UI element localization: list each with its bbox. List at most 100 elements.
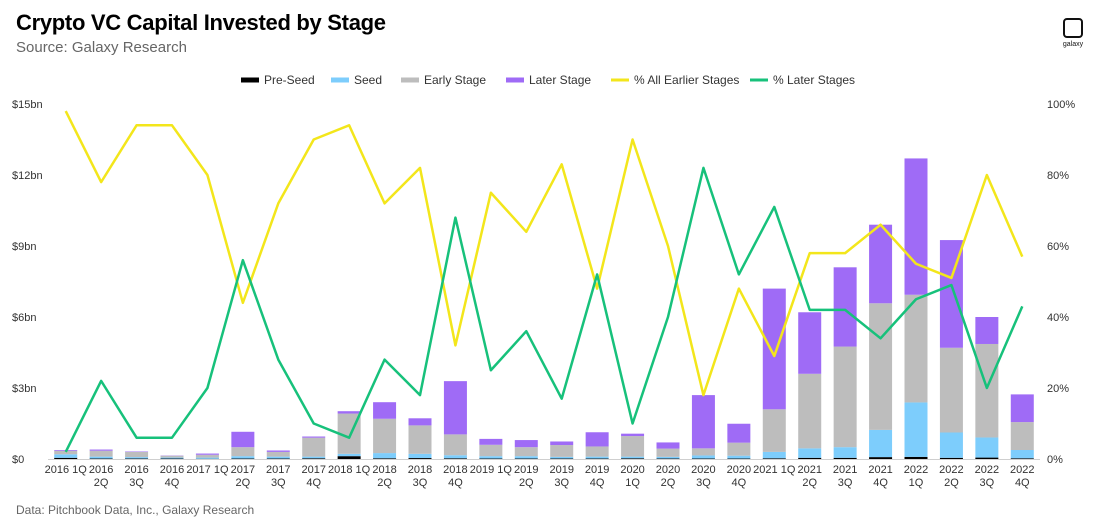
bar-seed: [54, 454, 78, 458]
bar-pre-seed: [621, 458, 645, 459]
bar-pre-seed: [939, 457, 963, 459]
bar-seed: [373, 453, 397, 459]
bar-later-stage: [975, 317, 999, 344]
bar-later-stage: [798, 312, 822, 374]
legend-label: Early Stage: [424, 73, 486, 87]
bar-pre-seed: [337, 456, 361, 459]
y-right-tick-label: 20%: [1047, 383, 1069, 395]
bar-later-stage: [337, 411, 361, 414]
bar-early-stage: [727, 442, 751, 456]
legend-swatch: [331, 77, 349, 83]
x-tick-label: 4Q: [448, 477, 463, 489]
x-tick-label: 2022: [1010, 464, 1034, 476]
bar-early-stage: [231, 447, 255, 457]
bar-pre-seed: [869, 457, 893, 459]
bar-early-stage: [904, 294, 928, 403]
y-left-tick-label: $0: [12, 454, 24, 466]
x-tick-label: 2019: [514, 464, 538, 476]
bar-later-stage: [656, 442, 680, 449]
x-tick-label: 2017: [266, 464, 290, 476]
legend-swatch: [506, 77, 524, 83]
x-tick-label: 2022: [904, 464, 928, 476]
x-tick-label: 2019 1Q: [470, 464, 513, 476]
bar-early-stage: [514, 447, 538, 457]
bar-early-stage: [302, 437, 326, 457]
bar-later-stage: [373, 402, 397, 419]
bar-early-stage: [833, 346, 857, 448]
x-tick-label: 3Q: [554, 477, 569, 489]
bar-pre-seed: [302, 458, 326, 459]
x-tick-label: 4Q: [873, 477, 888, 489]
bar-seed: [869, 429, 893, 458]
x-tick-label: 3Q: [129, 477, 144, 489]
x-tick-label: 2017: [231, 464, 255, 476]
x-tick-label: 2018 1Q: [328, 464, 371, 476]
bar-later-stage: [621, 433, 645, 437]
bar-later-stage: [302, 436, 326, 438]
bar-later-stage: [939, 240, 963, 348]
bar-seed: [302, 456, 326, 459]
bar-pre-seed: [975, 457, 999, 459]
bar-later-stage: [833, 267, 857, 347]
x-tick-label: 2020: [727, 464, 751, 476]
galaxy-logo-icon: [1063, 18, 1083, 38]
bar-seed: [408, 453, 432, 459]
chart-lines: [64, 110, 1024, 453]
bar-seed: [727, 455, 751, 459]
x-tick-label: 2019: [585, 464, 609, 476]
bar-early-stage: [160, 455, 184, 458]
x-tick-label: 2018: [372, 464, 396, 476]
chart-subtitle: Source: Galaxy Research: [16, 39, 187, 56]
x-tick-label: 3Q: [696, 477, 711, 489]
bar-seed: [125, 457, 149, 459]
bar-early-stage: [621, 436, 645, 457]
y-right-tick-label: 40%: [1047, 312, 1069, 324]
x-tick-label: 2Q: [661, 477, 676, 489]
x-tick-label: 2Q: [377, 477, 392, 489]
legend-label: Later Stage: [529, 73, 591, 87]
bar-early-stage: [125, 451, 149, 458]
x-tick-label: 3Q: [980, 477, 995, 489]
bar-later-stage: [869, 224, 893, 304]
x-tick-label: 3Q: [838, 477, 853, 489]
x-tick-label: 4Q: [1015, 477, 1030, 489]
x-tick-label: 2016: [89, 464, 113, 476]
bar-later-stage: [89, 449, 113, 451]
x-tick-label: 4Q: [732, 477, 747, 489]
bar-pre-seed: [443, 458, 467, 459]
line--all-earlier-stages: [64, 110, 1024, 397]
bar-seed: [762, 451, 786, 459]
bar-seed: [833, 447, 857, 458]
bar-early-stage: [656, 448, 680, 457]
bar-seed: [798, 448, 822, 458]
bar-seed: [89, 456, 113, 459]
x-tick-label: 2Q: [944, 477, 959, 489]
bar-seed: [443, 455, 467, 459]
bar-seed: [691, 455, 715, 459]
brand-logo: galaxy: [1058, 18, 1088, 48]
legend-swatch: [611, 78, 629, 82]
y-left-tick-label: $9bn: [12, 241, 36, 253]
bar-pre-seed: [904, 456, 928, 459]
bar-early-stage: [550, 445, 574, 457]
bar-seed: [337, 453, 361, 457]
x-tick-label: 2016: [160, 464, 184, 476]
x-tick-label: 2019: [549, 464, 573, 476]
legend-label: Seed: [354, 73, 382, 87]
x-tick-label: 2018: [408, 464, 432, 476]
x-tick-label: 2021: [833, 464, 857, 476]
x-tick-label: 1Q: [909, 477, 924, 489]
data-footnote: Data: Pitchbook Data, Inc., Galaxy Resea…: [16, 503, 255, 517]
bar-early-stage: [479, 444, 503, 457]
x-tick-label: 2021: [868, 464, 892, 476]
bar-later-stage: [585, 432, 609, 447]
x-tick-label: 2022: [975, 464, 999, 476]
bar-seed: [514, 456, 538, 459]
x-tick-label: 2020: [656, 464, 680, 476]
stacked-bar-line-chart: Pre-Seed Seed Early Stage Later Stage % All …: [12, 73, 1075, 489]
chart-axes: $0 $3bn $6bn $9bn $12bn $15bn 0% 20% 40% 60% 80% 10…: [12, 99, 1075, 489]
x-tick-label: 2016: [124, 464, 148, 476]
chart-legend: Pre-Seed Seed Early Stage Later Stage % All …: [241, 73, 855, 87]
bar-seed: [585, 456, 609, 459]
bar-early-stage: [762, 409, 786, 452]
